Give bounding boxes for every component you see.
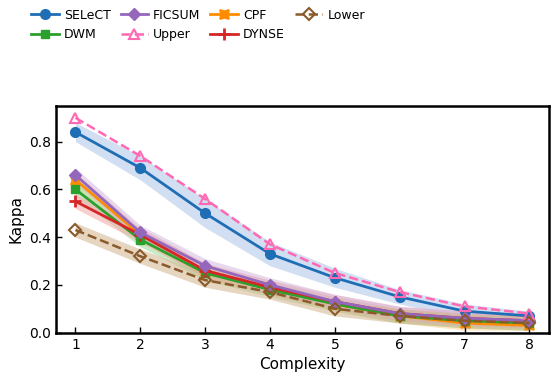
Y-axis label: Kappa: Kappa (8, 195, 24, 243)
X-axis label: Complexity: Complexity (259, 357, 346, 372)
Legend: SELeCT, DWM, FICSUM, Upper, CPF, DYNSE, Lower: SELeCT, DWM, FICSUM, Upper, CPF, DYNSE, … (29, 6, 367, 43)
